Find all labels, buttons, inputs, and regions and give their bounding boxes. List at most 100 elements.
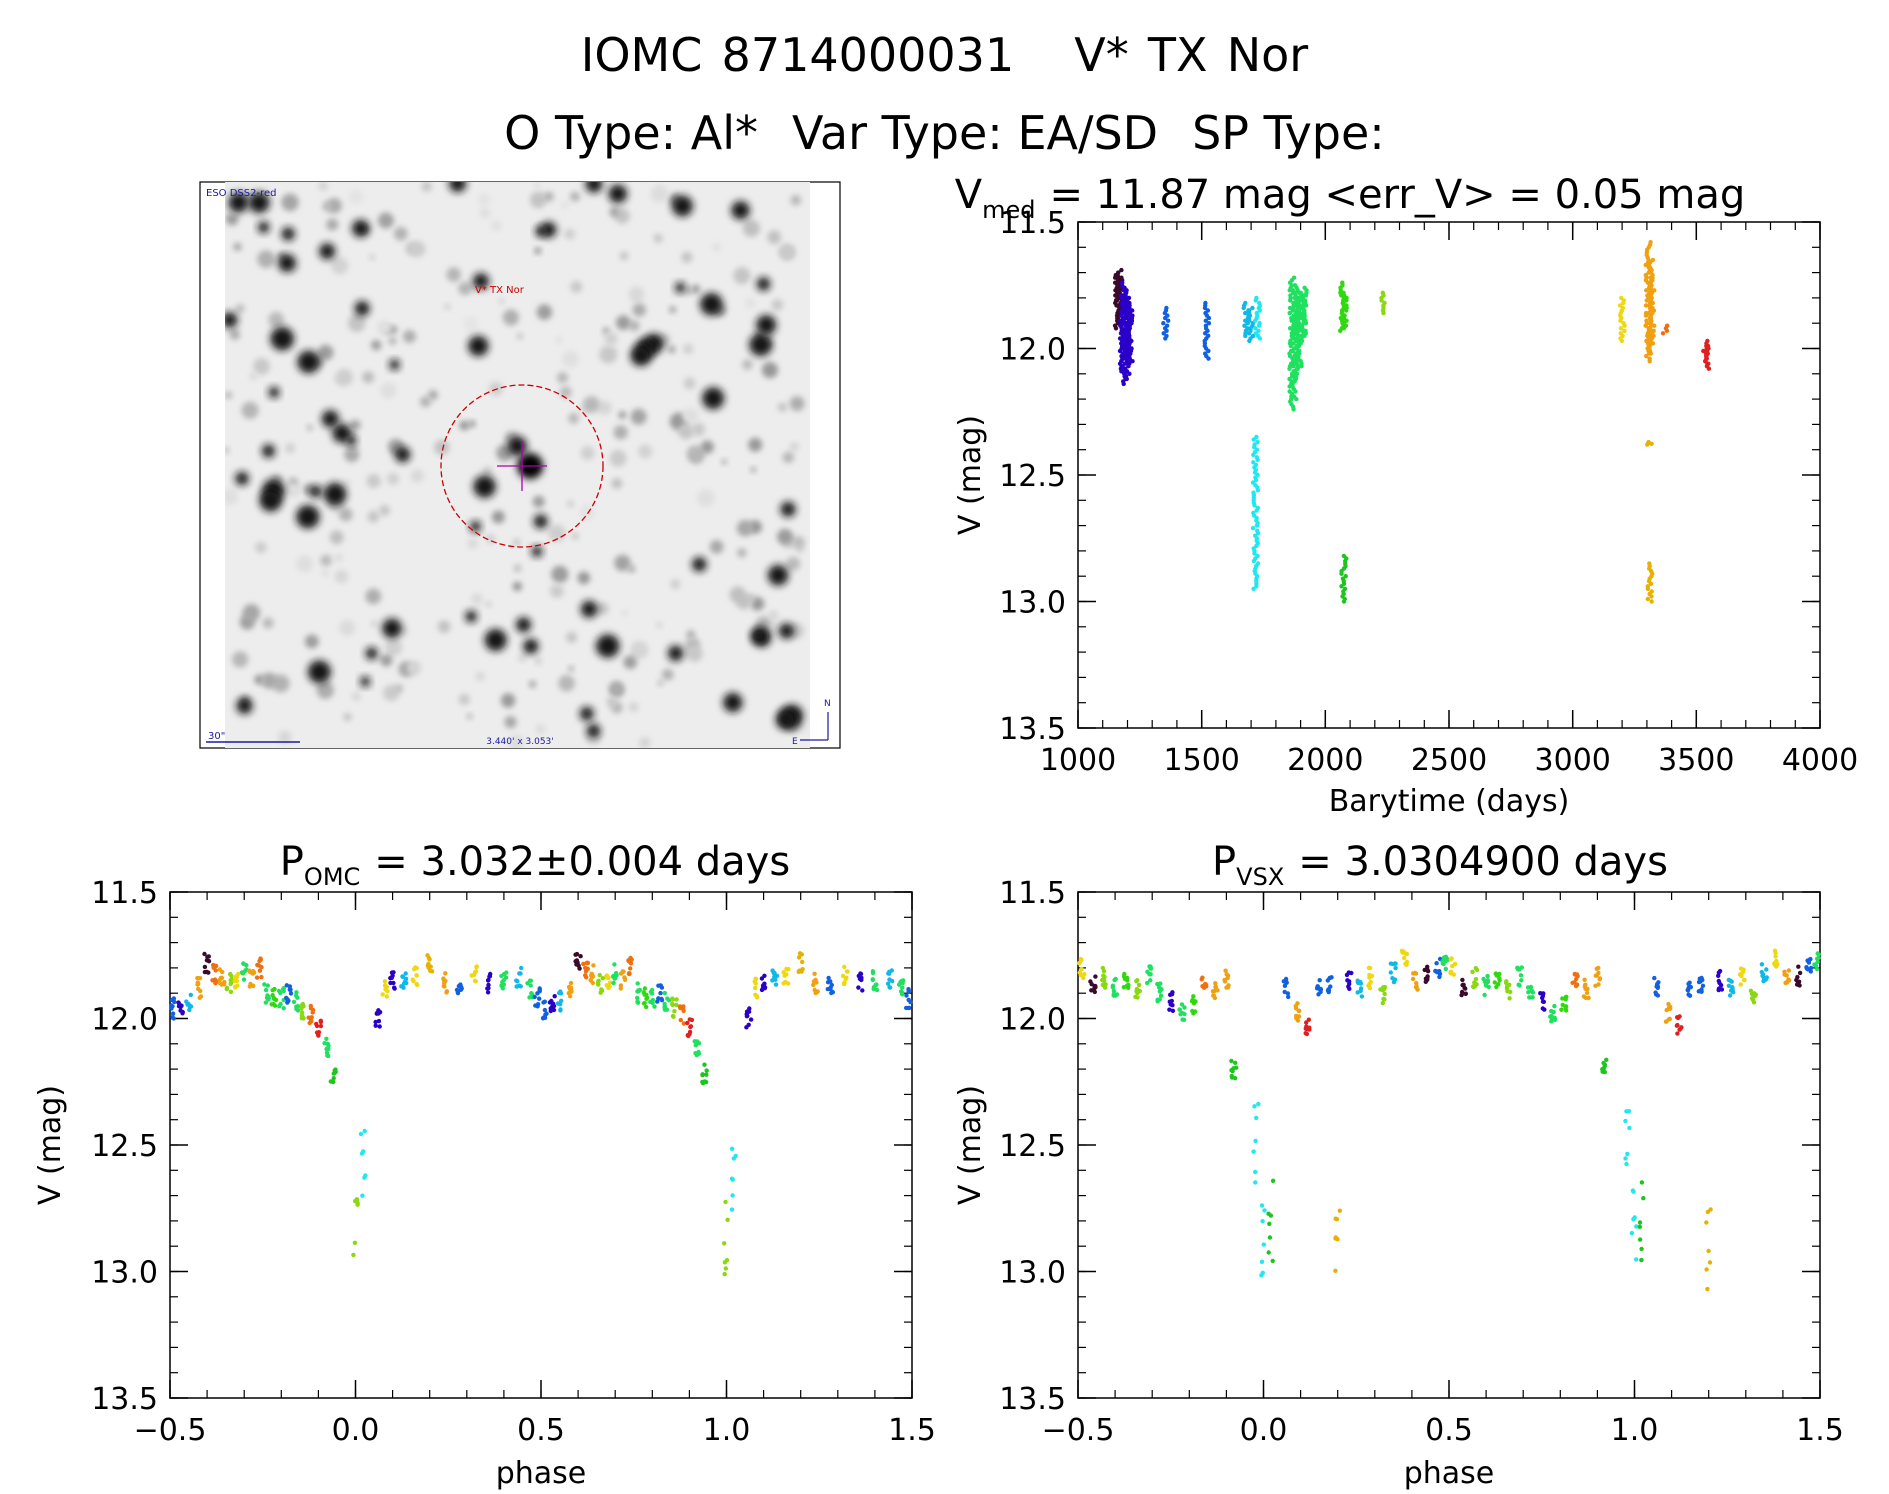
- bright-star: [319, 243, 336, 260]
- faint-star: [479, 207, 491, 219]
- data-point: [1423, 976, 1429, 981]
- data-point: [206, 959, 212, 964]
- faint-star: [782, 451, 794, 464]
- data-point: [568, 994, 573, 999]
- data-point: [551, 1007, 557, 1013]
- data-point: [1449, 956, 1454, 961]
- faint-star: [446, 267, 462, 282]
- data-point: [1796, 964, 1801, 969]
- faint-star: [742, 359, 753, 370]
- bright-star: [700, 292, 723, 316]
- x-tick-label: 4000: [1782, 743, 1858, 778]
- data-point: [1181, 1017, 1187, 1022]
- data-point: [637, 987, 643, 993]
- data-point: [1222, 979, 1228, 984]
- faint-star: [471, 593, 483, 606]
- data-point: [1157, 997, 1163, 1002]
- data-point: [1526, 990, 1531, 995]
- data-point: [829, 990, 834, 996]
- data-point: [687, 1029, 693, 1035]
- data-point: [1759, 969, 1765, 975]
- data-point: [578, 954, 583, 959]
- data-point: [1082, 972, 1087, 977]
- data-point: [1619, 338, 1625, 344]
- data-point: [774, 973, 780, 978]
- faint-star: [532, 495, 545, 508]
- data-point: [599, 988, 605, 993]
- data-point: [1471, 984, 1476, 990]
- data-point: [887, 985, 893, 990]
- data-point: [474, 964, 479, 969]
- data-point: [558, 1007, 563, 1012]
- data-point: [1294, 396, 1299, 402]
- data-point: [1303, 321, 1309, 326]
- data-point: [1631, 1217, 1636, 1222]
- data-point: [635, 981, 640, 986]
- data-point: [1685, 988, 1691, 993]
- data-point: [590, 980, 595, 986]
- data-point: [441, 978, 447, 983]
- bright-star: [360, 676, 371, 687]
- faint-star: [630, 640, 649, 659]
- faint-star: [362, 371, 375, 384]
- data-point: [1288, 298, 1293, 303]
- data-point: [1649, 594, 1654, 599]
- data-point: [1291, 341, 1296, 346]
- bright-star: [449, 182, 467, 193]
- x-tick-label: 1500: [1164, 743, 1240, 778]
- data-point: [211, 962, 216, 968]
- data-point: [1496, 982, 1501, 987]
- data-point: [1369, 973, 1375, 979]
- data-point: [612, 962, 617, 967]
- data-point: [1212, 995, 1218, 1001]
- data-point: [1163, 336, 1168, 341]
- faint-star: [380, 382, 397, 399]
- data-point: [1760, 973, 1765, 978]
- data-point: [659, 985, 665, 990]
- data-point: [443, 971, 448, 976]
- data-point: [413, 965, 418, 970]
- bright-star: [257, 221, 270, 234]
- data-point: [1716, 973, 1721, 978]
- data-point: [1563, 995, 1569, 1000]
- data-point: [1161, 321, 1166, 326]
- faint-star: [498, 298, 505, 305]
- phase-omc-ylabel: V (mag): [33, 1085, 68, 1205]
- data-point: [1552, 1003, 1557, 1009]
- data-point: [1540, 995, 1545, 1001]
- bright-star: [523, 638, 539, 654]
- data-point: [198, 988, 203, 994]
- data-point: [1686, 981, 1691, 987]
- data-point: [454, 987, 460, 993]
- data-point: [1696, 989, 1702, 994]
- data-point: [1101, 969, 1107, 974]
- data-point: [1344, 972, 1350, 978]
- data-point: [1727, 993, 1733, 998]
- data-point: [1253, 318, 1258, 323]
- faint-star: [420, 396, 431, 408]
- data-point: [722, 1271, 727, 1277]
- data-point: [574, 951, 580, 957]
- data-point: [1717, 968, 1723, 974]
- data-point: [1156, 985, 1162, 990]
- data-point: [1527, 995, 1532, 1000]
- data-point: [1459, 989, 1465, 995]
- data-point: [1366, 965, 1372, 971]
- sp-type-label: SP Type:: [1192, 106, 1385, 160]
- y-tick-label: 11.5: [999, 876, 1066, 911]
- bright-star: [470, 521, 481, 532]
- data-point: [1292, 376, 1298, 382]
- lightcurve-ticks: 1000 1500 2000 2500 3000 3500 4000 11.5 12.0 12.5…: [999, 206, 1858, 778]
- data-point: [1786, 977, 1791, 982]
- faint-star: [632, 303, 647, 317]
- data-point: [1423, 979, 1429, 984]
- data-point: [1247, 318, 1252, 323]
- faint-star: [399, 626, 410, 636]
- x-tick-label: −0.5: [134, 1413, 207, 1448]
- data-point: [551, 1003, 557, 1009]
- data-point: [1281, 979, 1287, 984]
- data-point: [229, 973, 234, 979]
- data-point: [1110, 985, 1116, 990]
- phase-vsx-xlabel: phase: [1404, 1456, 1495, 1491]
- data-point: [1687, 993, 1693, 998]
